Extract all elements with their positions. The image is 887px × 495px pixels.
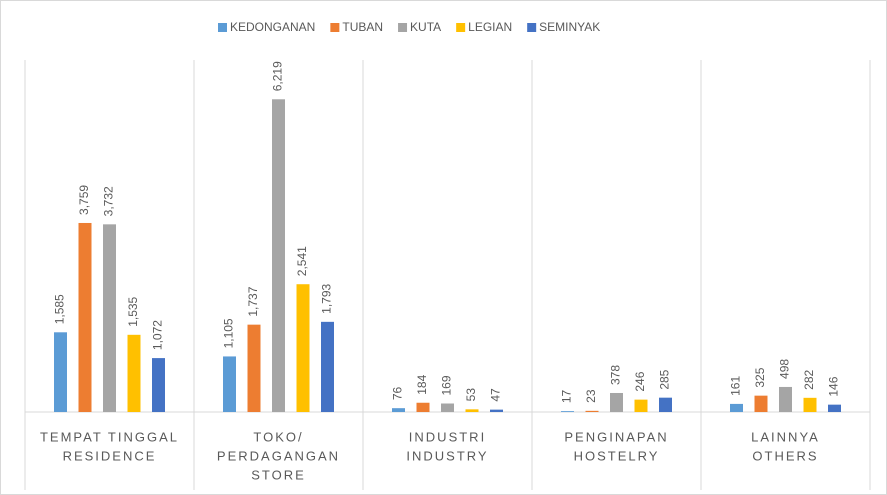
legend-swatch [398,23,408,32]
bar [803,397,817,412]
bar [247,324,261,412]
bar [634,399,648,412]
data-label: 161 [729,376,743,396]
data-label: 1,737 [246,286,260,316]
bar [490,409,503,412]
x-tick-label: STORE [251,467,306,482]
x-tick-label: LAINNYA [751,429,820,444]
data-label: 47 [489,388,503,402]
data-label: 53 [464,388,478,402]
data-label: 76 [391,387,405,401]
data-label: 285 [658,369,672,389]
x-tick-label: TOKO/ [253,429,303,444]
data-label: 1,105 [222,318,236,348]
bar [223,356,236,412]
data-label: 1,793 [320,283,334,313]
bar [416,402,430,412]
bar [730,403,743,412]
data-label: 498 [778,359,792,379]
bar [54,332,67,412]
x-tick-label: OTHERS [752,448,818,463]
bar [585,410,599,412]
bar [465,409,479,412]
bar [441,403,454,412]
legend-swatch [456,23,466,32]
data-label: 146 [827,376,841,396]
data-label: 246 [633,371,647,391]
legend-label: KUTA [410,20,441,34]
bar [561,411,574,412]
legend-label: SEMINYAK [539,20,600,34]
data-label: 23 [584,389,598,403]
legend-swatch [218,23,227,32]
bar [127,334,141,412]
bar [152,358,165,412]
bar [779,386,792,412]
bar [392,408,405,412]
legend-swatch [527,23,537,32]
data-label: 3,759 [77,185,91,215]
bar [659,397,672,412]
data-label: 282 [802,369,816,389]
data-label: 169 [440,375,454,395]
bar [296,284,310,412]
data-label: 17 [560,389,574,403]
x-tick-label: TEMPAT TINGGAL [40,429,179,444]
bar [272,99,285,413]
data-label: 6,219 [271,61,285,91]
legend-label: LEGIAN [468,20,512,34]
bar [754,395,768,412]
x-tick-label: PERDAGANGAN [217,448,340,463]
data-label: 1,535 [126,296,140,326]
data-label: 325 [753,367,767,387]
x-tick-label: HOSTELRY [574,448,660,463]
data-label: 184 [415,374,429,394]
data-label: 1,585 [53,294,67,324]
x-tick-label: INDUSTRI [409,429,486,444]
bar [828,404,841,412]
bar [321,321,334,412]
bar [610,392,623,412]
legend-label: TUBAN [342,20,383,34]
bar [103,224,116,412]
legend-swatch [330,23,340,32]
data-label: 3,732 [102,186,116,216]
bar [78,222,92,412]
x-tick-label: INDUSTRY [406,448,488,463]
data-label: 378 [609,365,623,385]
data-label: 1,072 [151,320,165,350]
legend-label: KEDONGANAN [230,20,315,34]
data-label: 2,541 [295,246,309,276]
x-tick-label: RESIDENCE [63,448,157,463]
x-tick-label: PENGINAPAN [564,429,668,444]
